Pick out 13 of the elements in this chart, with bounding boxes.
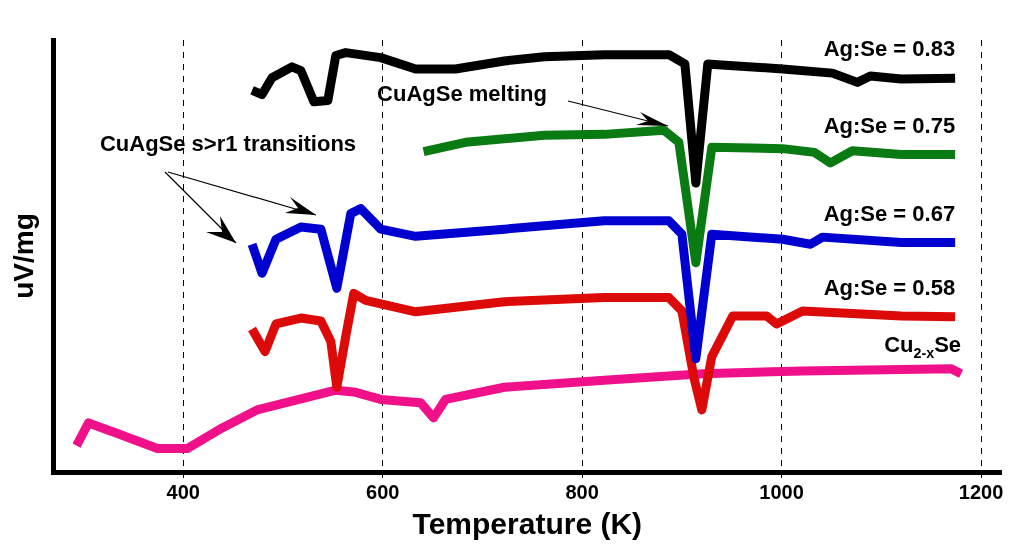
annotation: CuAgSe melting — [377, 81, 547, 106]
series-label: Ag:Se = 0.75 — [823, 112, 956, 138]
x-axis-title: Temperature (K) — [412, 507, 643, 541]
x-tick-label: 1200 — [958, 480, 1004, 503]
x-tick-label: 600 — [366, 480, 400, 503]
series-label: Ag:Se = 0.58 — [823, 274, 956, 300]
annotation: CuAgSe s>r1 transitions — [99, 131, 357, 156]
x-tick-label: 800 — [565, 480, 599, 503]
x-tick-label: 1000 — [759, 480, 804, 503]
series-label: Ag:Se = 0.83 — [823, 36, 956, 62]
x-tick-label: 400 — [166, 480, 200, 503]
series-label: Ag:Se = 0.67 — [823, 200, 956, 226]
y-axis-title: uV/mg — [7, 213, 39, 299]
